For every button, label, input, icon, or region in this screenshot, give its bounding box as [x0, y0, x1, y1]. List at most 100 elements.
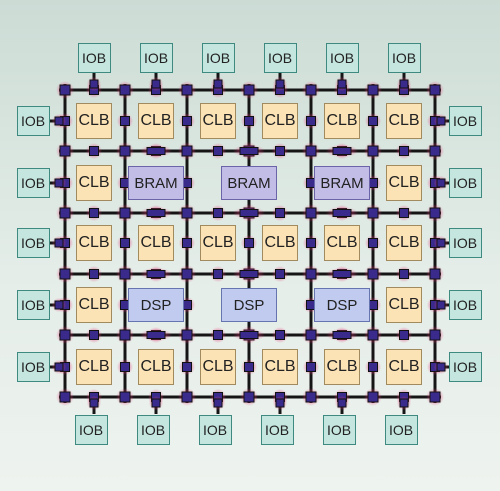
switch-box: [59, 268, 71, 280]
switch-box: [59, 84, 71, 96]
io-connection-box: [213, 79, 223, 89]
switch-box: [181, 84, 193, 96]
iob-top: IOB: [201, 43, 235, 73]
switch-box: [305, 145, 317, 157]
clb-block: CLB: [324, 225, 360, 261]
iob-right: IOB: [448, 290, 482, 320]
switch-box: [119, 329, 131, 341]
connection-box: [89, 208, 99, 218]
iob-top: IOB: [139, 43, 173, 73]
iob-bottom: IOB: [198, 415, 232, 445]
switch-box: [181, 268, 193, 280]
switch-box: [59, 329, 71, 341]
io-connection-box: [213, 398, 223, 408]
switch-box: [119, 84, 131, 96]
clb-block: CLB: [200, 349, 236, 385]
clb-block: CLB: [386, 103, 422, 139]
clb-block: CLB: [262, 225, 298, 261]
io-connection-box: [337, 398, 347, 408]
switch-box: [367, 329, 379, 341]
io-connection-box: [151, 79, 161, 89]
clb-block: CLB: [386, 165, 422, 201]
switch-box: [59, 207, 71, 219]
clb-block: CLB: [76, 165, 112, 201]
connection-box: [213, 269, 223, 279]
connection-box: [275, 269, 285, 279]
connection-box: [120, 238, 130, 248]
connection-box: [244, 238, 254, 248]
connection-box: [368, 116, 378, 126]
io-connection-box: [275, 79, 285, 89]
switch-box: [367, 391, 379, 403]
connection-box: [368, 362, 378, 372]
clb-block: CLB: [324, 103, 360, 139]
iob-top: IOB: [325, 43, 359, 73]
switch-box: [243, 84, 255, 96]
connection-box: [399, 208, 409, 218]
switch-box: [367, 268, 379, 280]
switch-box: [119, 268, 131, 280]
iob-left: IOB: [16, 228, 50, 258]
clb-block: CLB: [324, 349, 360, 385]
connection-box: [275, 330, 285, 340]
connection-box: [275, 208, 285, 218]
iob-top: IOB: [263, 43, 297, 73]
dsp-block: DSP: [128, 288, 184, 322]
connection-box: [306, 116, 316, 126]
io-connection-box: [151, 398, 161, 408]
io-connection-box: [436, 300, 446, 310]
iob-left: IOB: [16, 106, 50, 136]
connection-box: [146, 209, 166, 217]
switch-box: [243, 391, 255, 403]
dsp-block: DSP: [314, 288, 370, 322]
switch-box: [429, 84, 441, 96]
io-connection-box: [54, 238, 64, 248]
dsp-block: DSP: [221, 288, 277, 322]
clb-block: CLB: [200, 225, 236, 261]
io-connection-box: [275, 398, 285, 408]
connection-box: [239, 331, 259, 339]
switch-box: [429, 391, 441, 403]
connection-box: [332, 147, 352, 155]
connection-box: [332, 270, 352, 278]
iob-top: IOB: [387, 43, 421, 73]
switch-box: [119, 207, 131, 219]
iob-right: IOB: [448, 168, 482, 198]
io-connection-box: [399, 398, 409, 408]
bram-block: BRAM: [314, 166, 370, 200]
switch-box: [181, 207, 193, 219]
switch-box: [305, 391, 317, 403]
clb-block: CLB: [76, 349, 112, 385]
connection-box: [332, 209, 352, 217]
switch-box: [429, 329, 441, 341]
clb-block: CLB: [76, 225, 112, 261]
iob-left: IOB: [16, 168, 50, 198]
switch-box: [181, 391, 193, 403]
clb-block: CLB: [200, 103, 236, 139]
connection-box: [239, 209, 259, 217]
io-connection-box: [54, 116, 64, 126]
connection-box: [306, 238, 316, 248]
switch-box: [429, 268, 441, 280]
clb-block: CLB: [76, 287, 112, 323]
bram-block: BRAM: [221, 166, 277, 200]
connection-box: [120, 116, 130, 126]
io-connection-box: [436, 238, 446, 248]
switch-box: [305, 268, 317, 280]
connection-box: [244, 116, 254, 126]
clb-block: CLB: [138, 349, 174, 385]
iob-bottom: IOB: [136, 415, 170, 445]
switch-box: [119, 145, 131, 157]
iob-bottom: IOB: [322, 415, 356, 445]
connection-box: [332, 331, 352, 339]
iob-bottom: IOB: [384, 415, 418, 445]
connection-box: [399, 146, 409, 156]
switch-box: [367, 84, 379, 96]
io-connection-box: [54, 300, 64, 310]
switch-box: [59, 391, 71, 403]
connection-box: [239, 270, 259, 278]
clb-block: CLB: [386, 349, 422, 385]
clb-block: CLB: [262, 349, 298, 385]
connection-box: [146, 270, 166, 278]
